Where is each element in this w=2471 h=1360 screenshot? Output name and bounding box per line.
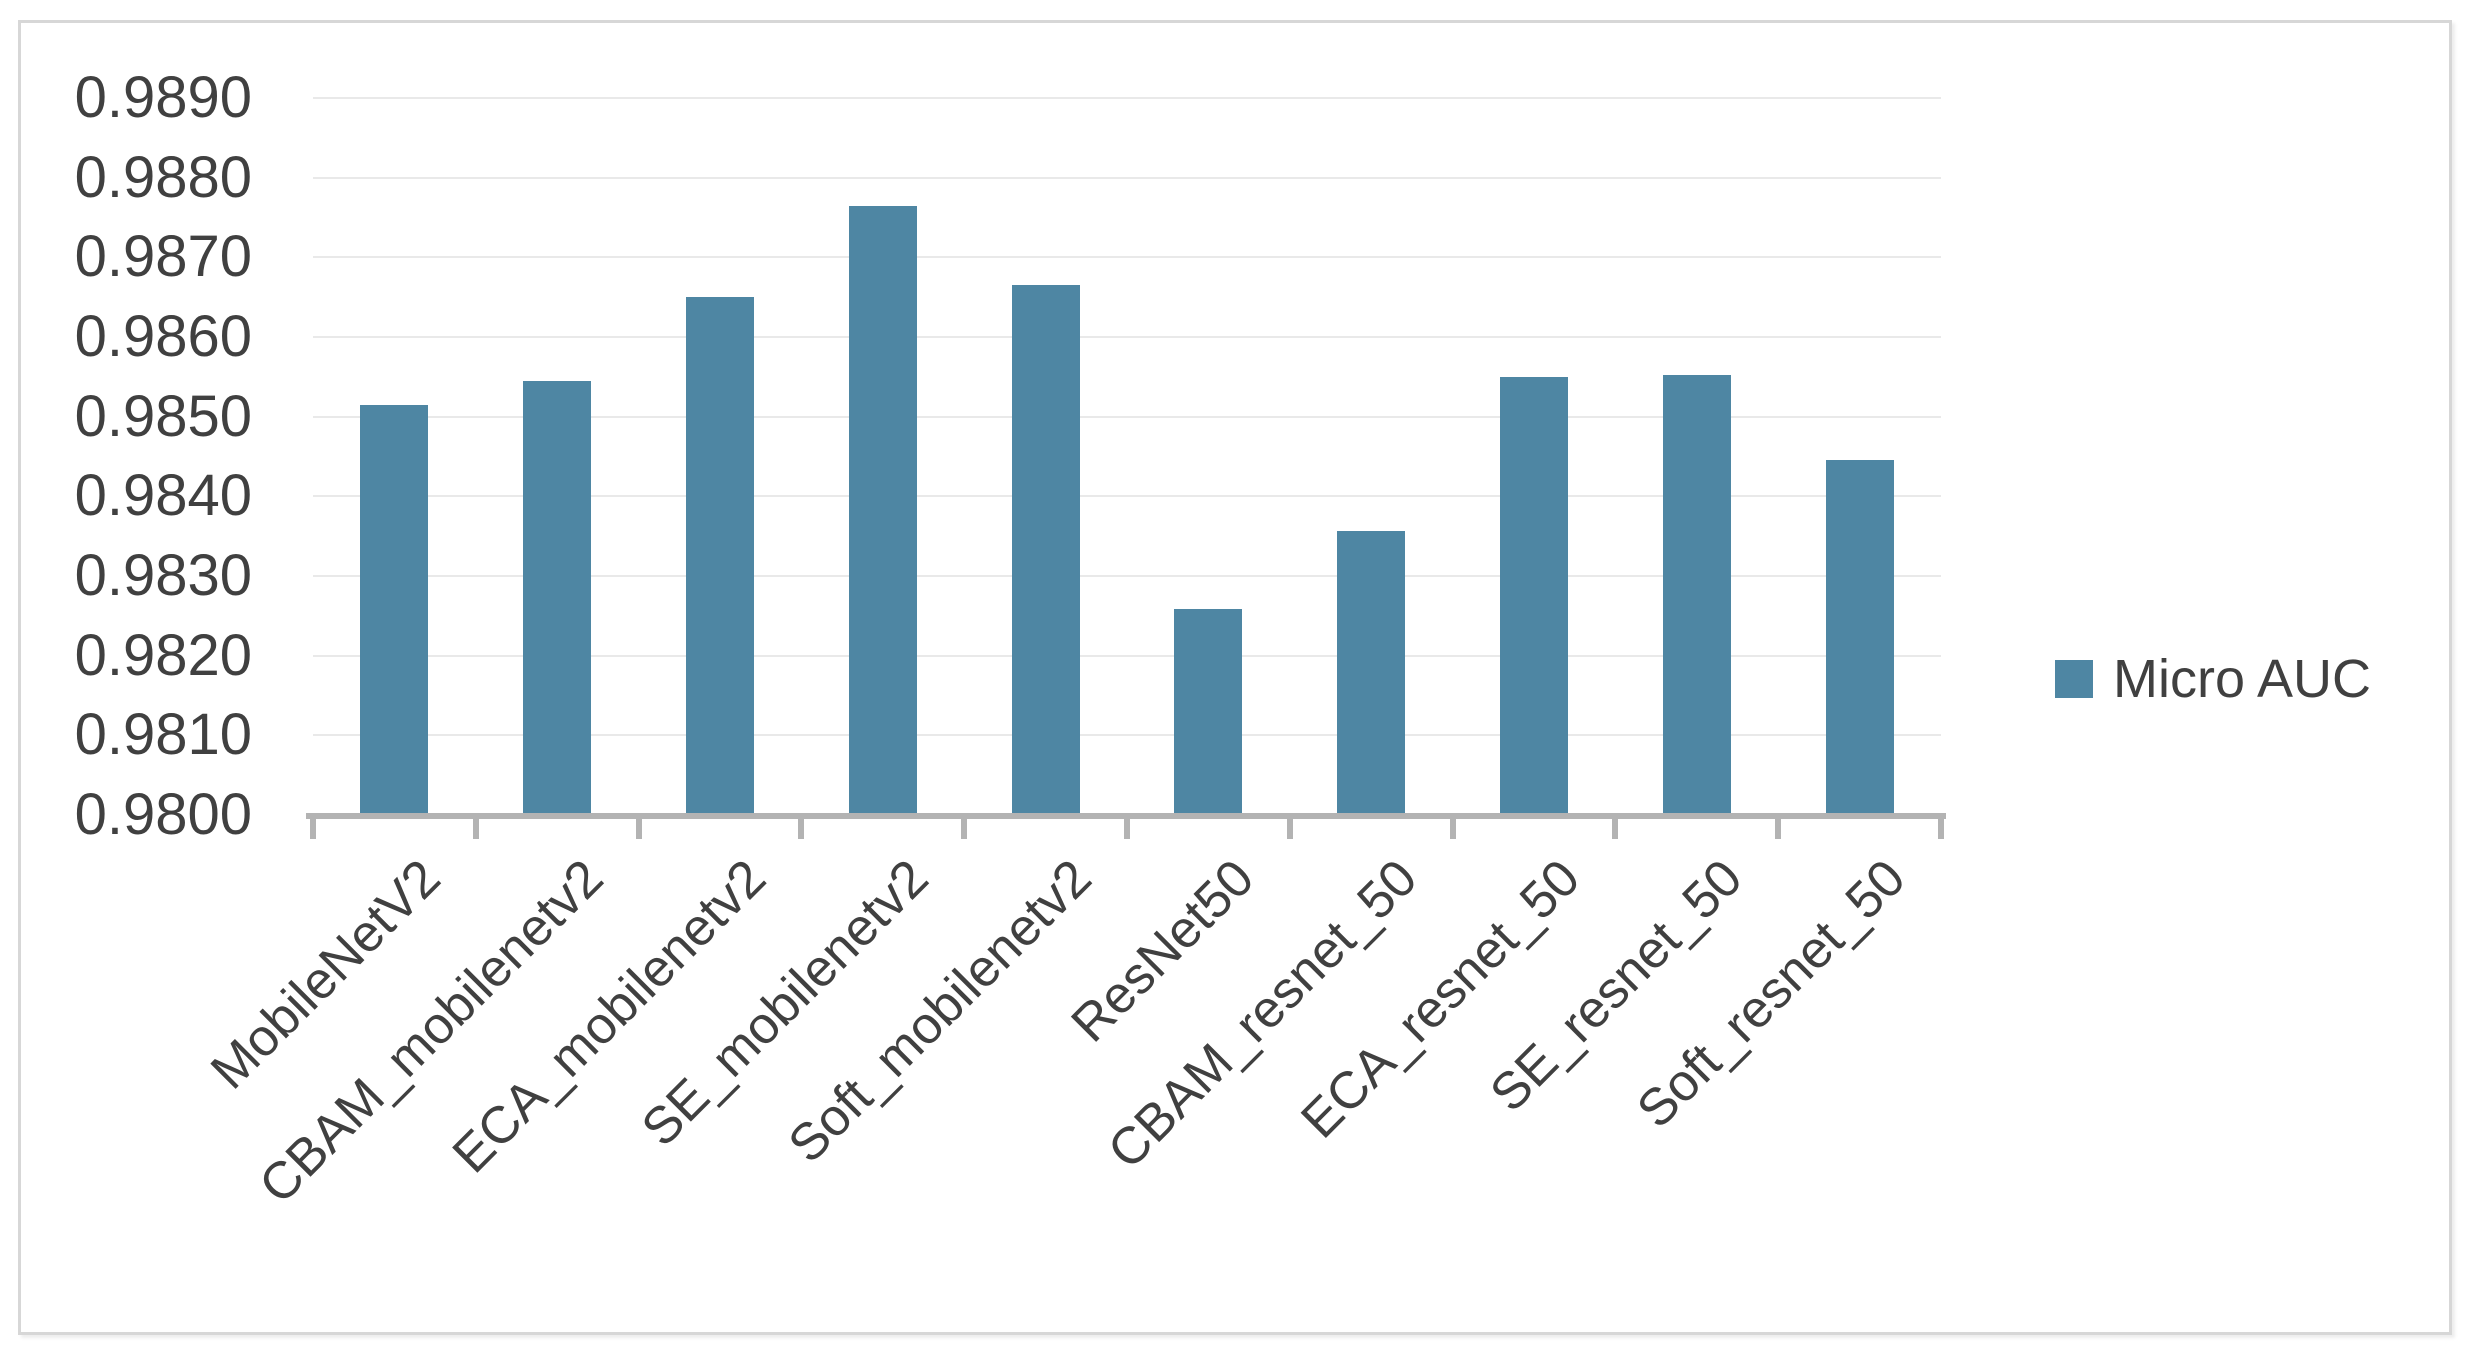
- gridline-0.9880: [313, 176, 1941, 179]
- y-tick-label: 0.9890: [74, 65, 252, 130]
- x-axis-tick: [961, 813, 968, 839]
- gridline-0.9870: [313, 256, 1941, 259]
- x-axis-tick: [1775, 813, 1782, 839]
- x-axis-tick: [635, 813, 642, 839]
- y-tick-label: 0.9810: [74, 702, 252, 768]
- gridline-0.9830: [313, 575, 1941, 577]
- y-tick-label: 0.9870: [74, 224, 252, 290]
- bar-ECA_resnet_50: [1500, 376, 1568, 813]
- bar-ECA_mobilenetv2: [686, 297, 754, 813]
- bar-Soft_resnet_50: [1825, 460, 1894, 813]
- x-axis-tick: [472, 813, 479, 839]
- bar-ResNet50: [1174, 609, 1243, 813]
- bar-SE_mobilenetv2: [848, 205, 917, 813]
- x-axis-tick: [1286, 813, 1293, 839]
- bar-Soft_mobilenetv2: [1011, 285, 1080, 813]
- x-axis-tick: [310, 813, 316, 839]
- x-axis-tick: [1449, 813, 1456, 839]
- y-tick-label: 0.9840: [74, 463, 252, 529]
- y-tick-label: 0.9850: [74, 383, 252, 449]
- gridline-0.9840: [313, 495, 1941, 498]
- legend: Micro AUC: [2055, 652, 2371, 706]
- gridline-0.9820: [313, 654, 1941, 657]
- y-tick-label: 0.9830: [74, 543, 252, 608]
- x-axis-tick: [1612, 813, 1619, 839]
- legend-label: Micro AUC: [2113, 649, 2372, 709]
- y-tick-label: 0.9860: [74, 304, 252, 369]
- legend-swatch-micro-auc: [2055, 660, 2093, 698]
- bar-CBAM_resnet_50: [1337, 531, 1406, 813]
- bar-MobileNetV2: [360, 404, 429, 813]
- x-axis-tick: [1938, 813, 1944, 839]
- y-tick-label: 0.9820: [74, 622, 252, 688]
- bar-CBAM_mobilenetv2: [523, 380, 592, 813]
- y-tick-label: 0.9800: [74, 782, 252, 847]
- x-axis-tick: [798, 813, 805, 839]
- gridline-0.9810: [313, 734, 1941, 737]
- y-tick-label: 0.9880: [74, 144, 252, 210]
- gridline-0.9850: [313, 415, 1941, 418]
- x-axis-tick: [1124, 813, 1130, 839]
- gridline-0.9890: [313, 97, 1941, 99]
- gridline-0.9860: [313, 336, 1941, 338]
- bar-SE_resnet_50: [1662, 375, 1731, 813]
